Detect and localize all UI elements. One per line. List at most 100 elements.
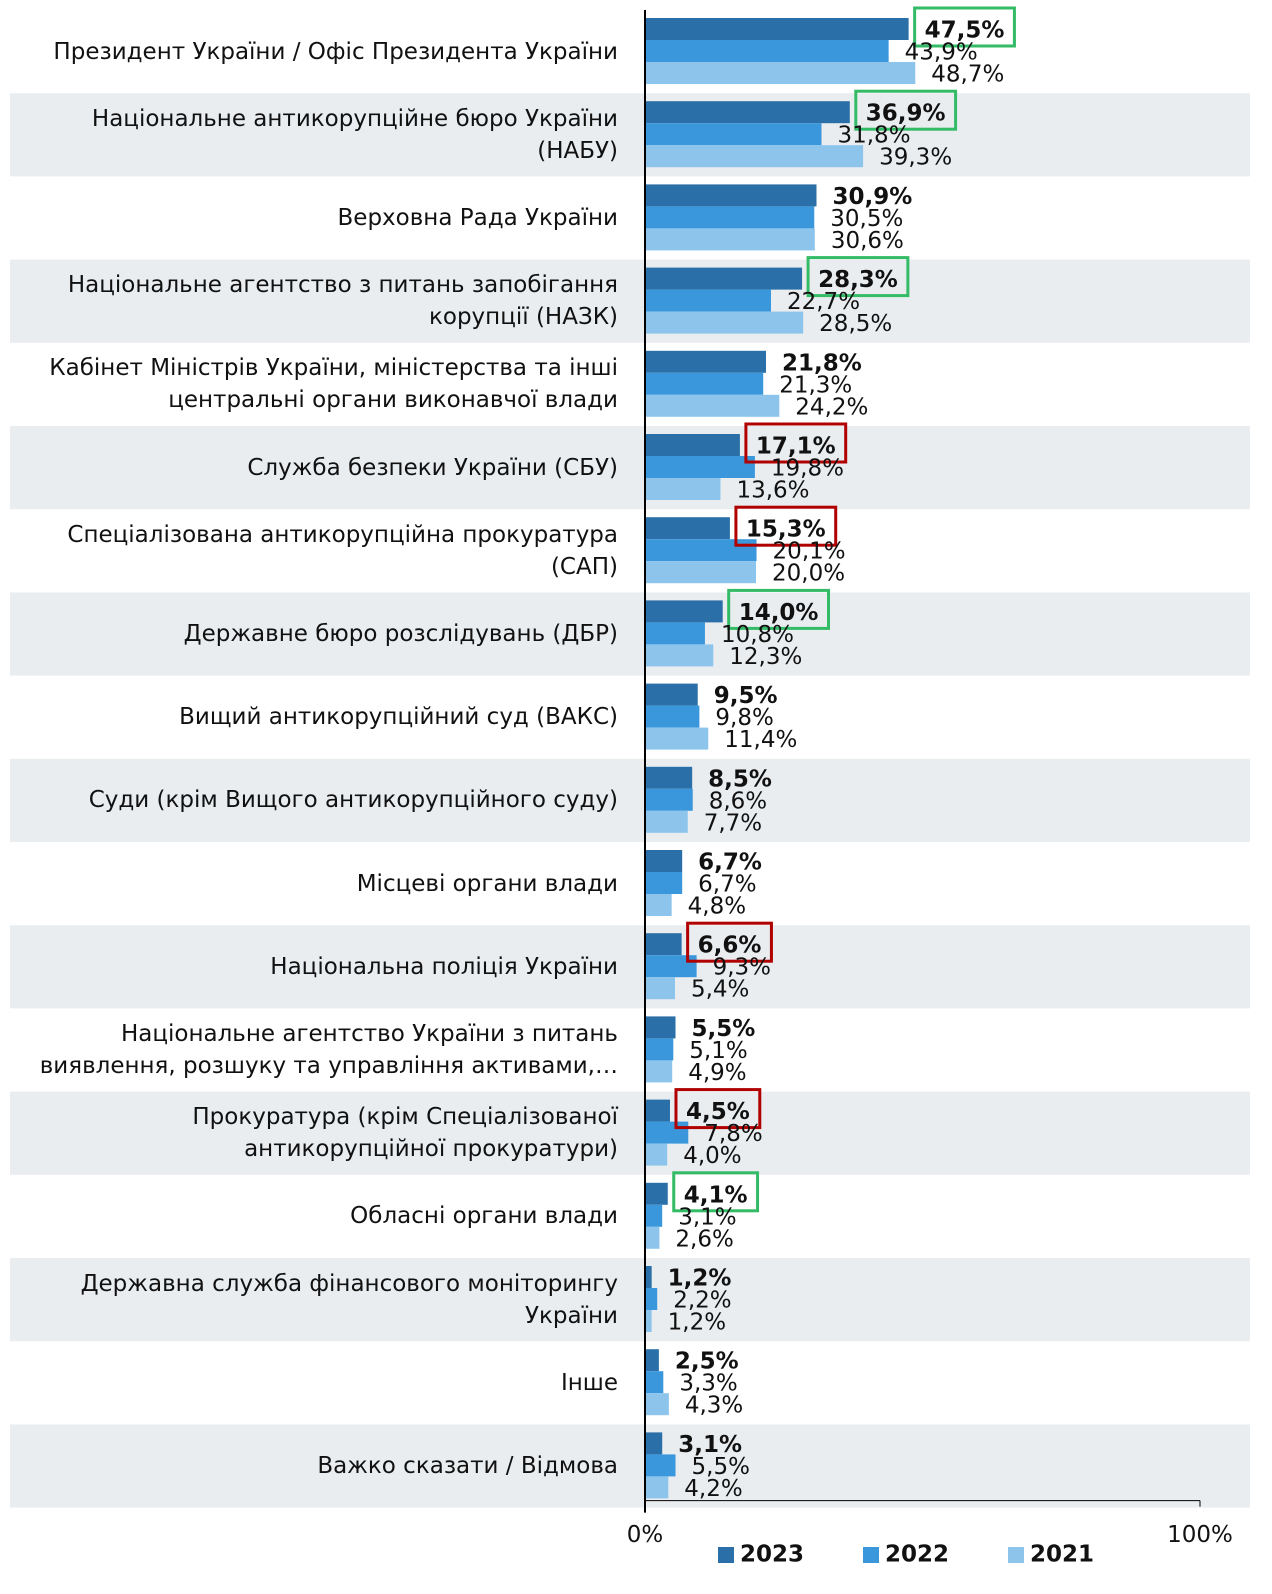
legend-swatch <box>863 1547 879 1563</box>
value-label: 12,3% <box>729 644 802 670</box>
bar <box>645 123 822 146</box>
category-label: Державне бюро розслідувань (ДБР) <box>183 620 618 647</box>
bar <box>645 1310 652 1332</box>
bar <box>645 1121 689 1144</box>
highlight-box <box>686 921 773 963</box>
bar <box>645 955 697 978</box>
bar <box>645 394 780 417</box>
value-label: 5,1% <box>689 1038 747 1064</box>
value-label: 30,6% <box>831 228 904 254</box>
bar <box>645 40 889 62</box>
highlight-box <box>674 1088 762 1130</box>
value-label: 22,7% <box>787 289 860 315</box>
highlight-box <box>734 505 838 547</box>
row-band <box>10 93 1250 177</box>
row-band <box>10 1424 1250 1508</box>
value-label: 8,5% <box>708 766 772 792</box>
value-label: 5,4% <box>691 977 749 1003</box>
value-label: 47,5% <box>925 18 1005 44</box>
row-band <box>10 1091 1250 1175</box>
bar <box>645 810 688 833</box>
bar <box>645 600 723 623</box>
value-label: 4,5% <box>686 1099 750 1125</box>
value-label: 2,2% <box>673 1288 731 1314</box>
bar <box>645 977 675 1000</box>
value-label: 10,8% <box>721 622 794 648</box>
bar <box>645 1349 659 1372</box>
category-label: Служба безпеки України (СБУ) <box>247 454 618 481</box>
category-label: Обласні органи влади <box>350 1203 618 1230</box>
value-label: 2,5% <box>675 1349 739 1375</box>
value-label: 2,6% <box>675 1226 733 1252</box>
bar <box>645 705 700 728</box>
category-label: Спеціалізована антикорупційна прокуратур… <box>67 521 618 580</box>
category-label: Національне агентство України з питань в… <box>39 1020 618 1079</box>
bar <box>645 456 755 478</box>
legend-swatch <box>1008 1547 1024 1563</box>
value-label: 3,1% <box>678 1204 736 1230</box>
bar <box>645 228 815 251</box>
category-label: Верховна Рада України <box>337 204 618 231</box>
value-label: 6,6% <box>698 933 762 959</box>
legend-label: 2022 <box>885 1542 949 1568</box>
bar <box>645 434 740 456</box>
bar <box>645 1226 660 1249</box>
value-label: 1,2% <box>668 1310 726 1336</box>
category-label: Вищий антикорупційний суд (ВАКС) <box>179 704 618 731</box>
value-label: 17,1% <box>756 434 836 460</box>
value-label: 30,9% <box>832 184 912 210</box>
value-label: 9,3% <box>713 955 771 981</box>
value-label: 4,1% <box>684 1182 748 1208</box>
bar <box>645 1266 652 1288</box>
category-label: Національне антикорупційне бюро України … <box>91 105 618 164</box>
value-label: 48,7% <box>931 62 1004 88</box>
bar <box>645 1371 664 1394</box>
bar <box>645 1016 676 1039</box>
value-label: 5,5% <box>692 1454 750 1480</box>
value-label: 4,9% <box>688 1060 746 1086</box>
bar <box>645 1143 668 1166</box>
value-label: 9,8% <box>715 705 773 731</box>
bar <box>645 206 815 229</box>
bar <box>645 1204 663 1227</box>
bar <box>645 267 803 290</box>
highlight-box <box>854 89 958 131</box>
bar <box>645 1454 676 1477</box>
value-label: 5,5% <box>692 1016 756 1042</box>
value-label: 39,3% <box>879 145 952 171</box>
value-label: 7,8% <box>704 1121 762 1147</box>
bar <box>645 683 698 706</box>
value-label: 1,2% <box>668 1266 732 1292</box>
bar <box>645 1038 674 1061</box>
value-label: 31,8% <box>837 123 910 149</box>
category-label: Прокуратура (крім Спеціалізованої антико… <box>192 1104 618 1163</box>
value-label: 43,9% <box>905 40 978 66</box>
value-label: 3,3% <box>679 1371 737 1397</box>
row-band <box>10 1258 1250 1342</box>
value-label: 21,3% <box>779 372 852 398</box>
highlight-box <box>744 422 848 464</box>
highlight-box <box>727 588 830 630</box>
value-label: 20,1% <box>773 539 846 565</box>
value-label: 3,1% <box>678 1432 742 1458</box>
bar <box>645 372 764 395</box>
bar <box>645 1288 658 1310</box>
bar <box>645 539 757 562</box>
bar <box>645 289 771 312</box>
category-label: Кабінет Міністрів України, міністерства … <box>49 355 618 414</box>
category-label: Національне агентство з питань запобіган… <box>67 272 618 331</box>
category-label: Суди (крім Вищого антикорупційного суду) <box>88 787 618 814</box>
legend-swatch <box>718 1547 734 1563</box>
bar <box>645 517 730 540</box>
bar <box>645 872 683 894</box>
highlight-box <box>913 6 1016 48</box>
bar <box>645 561 756 584</box>
x-tick-label: 100% <box>1167 1522 1233 1548</box>
value-label: 7,7% <box>704 810 762 836</box>
value-label: 13,6% <box>736 478 809 504</box>
bar <box>645 311 804 334</box>
highlight-box <box>672 1171 760 1213</box>
bar <box>645 622 705 645</box>
